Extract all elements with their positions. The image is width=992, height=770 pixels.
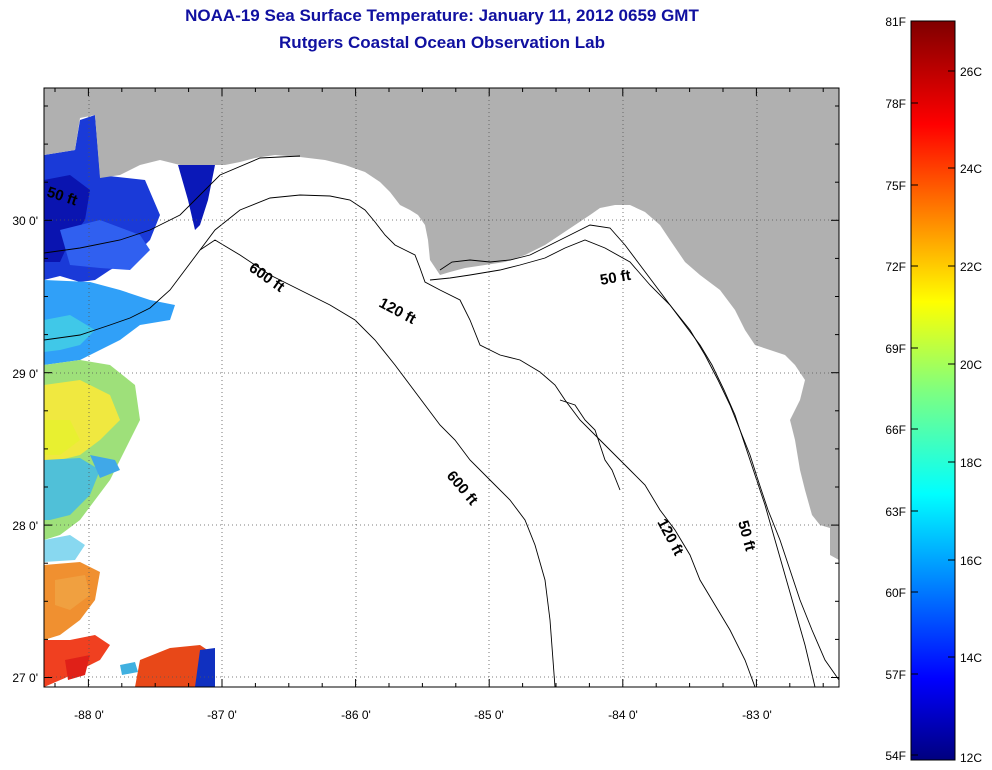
contour-120ft-west [44, 194, 756, 687]
map-border [43, 87, 840, 688]
colorbar-label-f: 63F [885, 505, 906, 519]
y-tick-label: 27 0' [12, 671, 38, 685]
colorbar-label-c: 12C [960, 751, 982, 765]
isobath-contours [44, 155, 839, 687]
colorbar-label-f: 72F [885, 260, 906, 274]
map-subtitle: Rutgers Coastal Ocean Observation Lab [279, 33, 605, 52]
colorbar-label-f: 81F [885, 15, 906, 29]
y-tick-label: 28 0' [12, 519, 38, 533]
colorbar-label-c: 16C [960, 554, 982, 568]
contour-50ft-west [44, 155, 301, 254]
contour-coast-detail [559, 399, 621, 491]
y-tick-label: 30 0' [12, 214, 38, 228]
contour-inner-shelf [439, 224, 816, 687]
sst-data [44, 115, 225, 687]
land-mass [44, 88, 839, 530]
contour-label-50ft: 50 ft [599, 267, 632, 289]
colorbar-label-c: 24C [960, 162, 982, 176]
colorbar-label-f: 57F [885, 668, 906, 682]
colorbar-label-c: 22C [960, 260, 982, 274]
map-title: NOAA-19 Sea Surface Temperature: January… [185, 6, 699, 25]
colorbar-fahrenheit-labels: 81F 78F 75F 72F 69F 66F 63F 60F 57F 54F [885, 15, 906, 763]
colorbar-label-f: 69F [885, 342, 906, 356]
colorbar-label-c: 14C [960, 651, 982, 665]
colorbar-label-f: 54F [885, 749, 906, 763]
x-tick-label: -85 0' [474, 708, 504, 722]
x-axis-labels: -88 0' -87 0' -86 0' -85 0' -84 0' -83 0… [74, 708, 772, 722]
colorbar-label-f: 60F [885, 586, 906, 600]
colorbar-label-f: 66F [885, 423, 906, 437]
x-tick-label: -83 0' [742, 708, 772, 722]
colorbar-label-c: 18C [960, 456, 982, 470]
colorbar-label-f: 78F [885, 97, 906, 111]
x-tick-label: -86 0' [341, 708, 371, 722]
y-axis-labels: 30 0' 29 0' 28 0' 27 0' [12, 214, 38, 685]
colorbar [910, 20, 956, 761]
y-tick-label: 29 0' [12, 367, 38, 381]
colorbar-label-c: 26C [960, 65, 982, 79]
axis-ticks [44, 88, 839, 687]
map-gridlines [44, 88, 839, 687]
colorbar-label-c: 20C [960, 358, 982, 372]
colorbar-ticks [911, 20, 955, 756]
contour-50ft-east [429, 239, 839, 681]
contour-600ft [199, 239, 556, 687]
colorbar-label-f: 75F [885, 179, 906, 193]
colorbar-celsius-labels: 26C 24C 22C 20C 18C 16C 14C 12C [960, 65, 982, 765]
x-tick-label: -84 0' [608, 708, 638, 722]
x-tick-label: -88 0' [74, 708, 104, 722]
x-tick-label: -87 0' [207, 708, 237, 722]
